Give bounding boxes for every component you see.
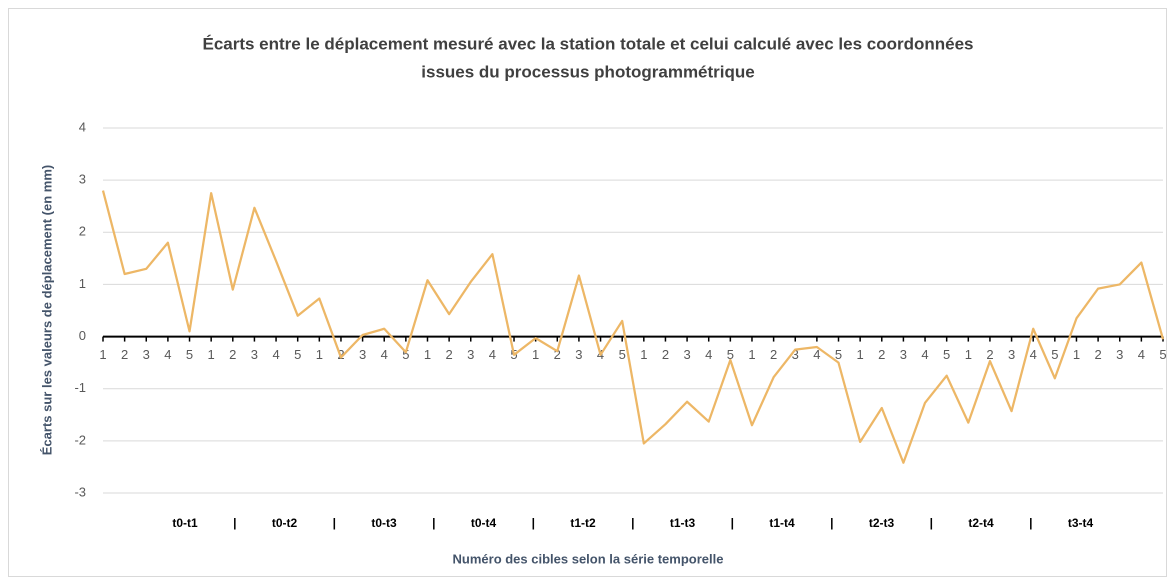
x-tick-label: 2 [554, 347, 561, 362]
x-tick-label: 3 [575, 347, 582, 362]
x-axis-label: Numéro des cibles selon la série tempore… [453, 551, 724, 566]
x-tick-label: 1 [748, 347, 755, 362]
x-tick-label: 1 [857, 347, 864, 362]
x-tick-label: 2 [662, 347, 669, 362]
x-tick-label: 1 [99, 347, 106, 362]
y-tick-label: 3 [79, 172, 86, 187]
group-separator: | [830, 516, 833, 530]
y-tick-label: -3 [74, 484, 86, 499]
x-tick-label: 1 [208, 347, 215, 362]
x-tick-label: 4 [1030, 347, 1037, 362]
x-tick-label: 2 [121, 347, 128, 362]
x-tick-label: 1 [965, 347, 972, 362]
group-label: t0-t4 [471, 516, 497, 530]
x-tick-label: 2 [446, 347, 453, 362]
x-tick-label: 3 [359, 347, 366, 362]
x-tick-label: 3 [900, 347, 907, 362]
chart-title: issues du processus photogrammétrique [421, 62, 754, 81]
chart-title: Écarts entre le déplacement mesuré avec … [202, 34, 973, 53]
x-tick-label: 1 [532, 347, 539, 362]
x-tick-label: 5 [943, 347, 950, 362]
x-tick-label: 4 [164, 347, 171, 362]
group-separator: | [1029, 516, 1032, 530]
x-tick-label: 1 [1073, 347, 1080, 362]
y-tick-label: 2 [79, 224, 86, 239]
group-separator: | [532, 516, 535, 530]
y-tick-label: -2 [74, 432, 86, 447]
x-tick-label: 2 [1094, 347, 1101, 362]
group-label: t1-t4 [769, 516, 795, 530]
group-separator: | [233, 516, 236, 530]
chart-border [8, 8, 1167, 577]
x-tick-label: 3 [143, 347, 150, 362]
group-label: t2-t4 [968, 516, 994, 530]
x-tick-label: 5 [1159, 347, 1166, 362]
group-label: t3-t4 [1068, 516, 1094, 530]
y-tick-label: 4 [79, 119, 86, 134]
data-line [101, 190, 1165, 464]
x-tick-label: 5 [1051, 347, 1058, 362]
group-separator: | [930, 516, 933, 530]
x-tick-label: 5 [835, 347, 842, 362]
x-tick-label: 4 [272, 347, 279, 362]
x-tick-label: 4 [921, 347, 928, 362]
x-tick-label: 3 [467, 347, 474, 362]
x-tick-label: 4 [1138, 347, 1145, 362]
group-label: t0-t2 [272, 516, 298, 530]
x-tick-label: 5 [619, 347, 626, 362]
x-tick-label: 3 [683, 347, 690, 362]
x-tick-label: 2 [986, 347, 993, 362]
x-tick-label: 5 [186, 347, 193, 362]
x-tick-label: 2 [770, 347, 777, 362]
y-tick-label: 1 [79, 276, 86, 291]
x-tick-label: 1 [424, 347, 431, 362]
x-tick-label: 5 [402, 347, 409, 362]
x-tick-label: 1 [640, 347, 647, 362]
x-tick-label: 3 [1008, 347, 1015, 362]
x-tick-label: 4 [813, 347, 820, 362]
group-separator: | [731, 516, 734, 530]
y-axis-label: Écarts sur les valeurs de déplacement (e… [39, 165, 54, 455]
y-tick-label: -1 [74, 380, 86, 395]
group-label: t1-t2 [570, 516, 596, 530]
x-tick-label: 5 [727, 347, 734, 362]
x-tick-label: 2 [229, 347, 236, 362]
x-tick-label: 4 [705, 347, 712, 362]
x-tick-label: 1 [316, 347, 323, 362]
x-tick-label: 2 [878, 347, 885, 362]
group-separator: | [631, 516, 634, 530]
group-separator: | [432, 516, 435, 530]
x-tick-label: 5 [294, 347, 301, 362]
x-tick-label: 3 [792, 347, 799, 362]
group-label: t1-t3 [670, 516, 696, 530]
x-tick-label: 4 [489, 347, 496, 362]
x-tick-label: 3 [1116, 347, 1123, 362]
group-label: t0-t1 [172, 516, 198, 530]
x-tick-label: 4 [381, 347, 388, 362]
x-tick-label: 3 [251, 347, 258, 362]
group-label: t2-t3 [869, 516, 895, 530]
group-separator: | [333, 516, 336, 530]
y-tick-label: 0 [79, 328, 86, 343]
group-label: t0-t3 [371, 516, 397, 530]
